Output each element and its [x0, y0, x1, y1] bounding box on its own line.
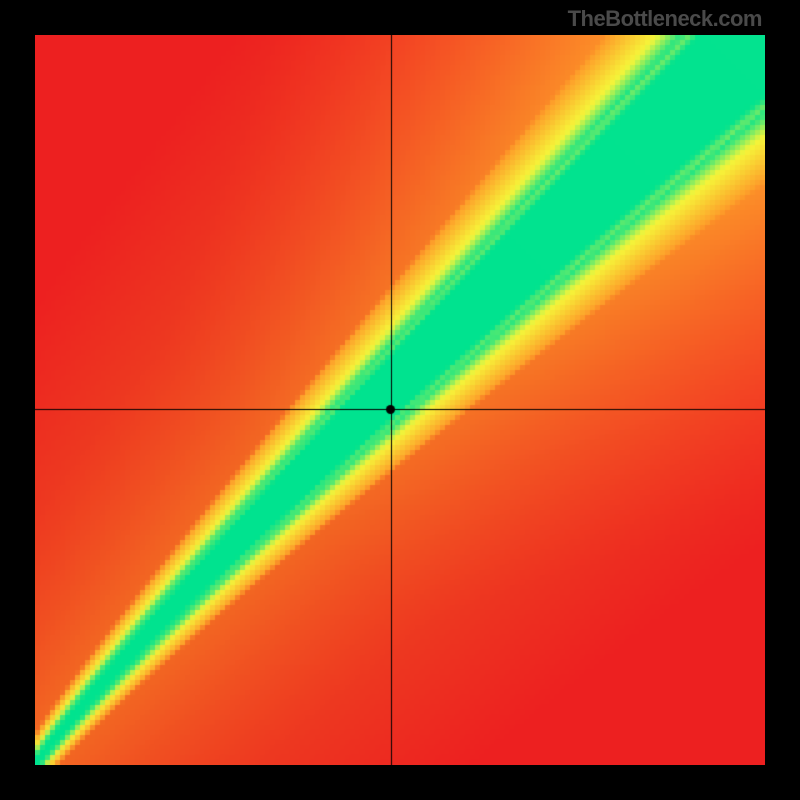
chart-container: TheBottleneck.com — [0, 0, 800, 800]
bottleneck-heatmap — [35, 35, 765, 765]
heatmap-canvas — [35, 35, 765, 765]
watermark-text: TheBottleneck.com — [568, 6, 762, 32]
